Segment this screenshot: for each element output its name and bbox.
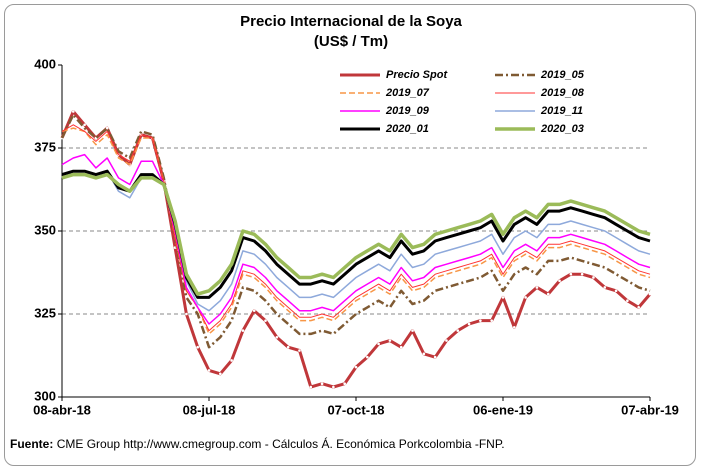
x-tick-label: 08-jul-18	[183, 402, 236, 417]
point	[366, 355, 369, 359]
x-tick-label: 07-abr-19	[621, 402, 679, 417]
x-tick-label: 07-oct-18	[327, 402, 384, 417]
point	[546, 292, 550, 296]
point	[207, 369, 211, 372]
point	[648, 292, 652, 296]
series-line	[61, 124, 651, 332]
point	[72, 110, 75, 113]
point	[614, 289, 618, 293]
x-tick-label: 06-ene-19	[473, 402, 533, 417]
point	[377, 342, 380, 346]
legend-label: 2019_05	[540, 69, 585, 81]
point	[185, 312, 188, 316]
series-line	[61, 172, 651, 296]
point	[445, 339, 448, 342]
point	[309, 385, 313, 389]
point	[456, 329, 460, 332]
point	[467, 322, 471, 326]
chart-frame	[4, 4, 696, 466]
series-line	[61, 153, 651, 325]
point	[388, 339, 392, 342]
point	[196, 345, 199, 349]
point	[230, 359, 233, 362]
point	[592, 276, 595, 279]
point	[83, 123, 86, 127]
point	[332, 385, 335, 389]
series-line	[60, 110, 652, 389]
point	[399, 345, 403, 349]
legend-label: 2019_08	[540, 87, 585, 99]
y-tick-label: 375	[34, 139, 56, 154]
legend-label: 2019_09	[385, 105, 430, 117]
point	[354, 365, 358, 369]
point	[433, 355, 437, 359]
point	[411, 329, 414, 332]
point	[343, 382, 346, 386]
point	[241, 329, 245, 332]
source-text: CME Group http://www.cmegroup.com - Cálc…	[56, 437, 505, 451]
source-label: Fuente:	[10, 437, 54, 451]
point	[422, 352, 426, 356]
point	[501, 296, 505, 299]
point	[320, 382, 324, 386]
point	[524, 296, 527, 299]
chart-title: Precio Internacional de la Soya	[240, 13, 462, 30]
point	[513, 325, 516, 329]
point	[535, 286, 539, 289]
point	[490, 319, 493, 322]
y-tick-label: 325	[34, 305, 56, 320]
point	[298, 349, 301, 352]
point	[637, 306, 640, 309]
point	[252, 309, 256, 312]
point	[219, 372, 222, 376]
point	[105, 126, 109, 130]
legend-label: 2020_01	[385, 123, 429, 135]
y-tick-label: 300	[34, 388, 56, 403]
point	[580, 272, 584, 276]
point	[558, 279, 561, 283]
legend-label: 2020_03	[540, 123, 584, 135]
legend-label: 2019_07	[385, 87, 430, 99]
point	[603, 286, 607, 289]
x-tick-label: 08-abr-18	[33, 402, 91, 417]
point	[479, 319, 482, 322]
point	[264, 319, 267, 322]
chart-subtitle: (US$ / Tm)	[314, 33, 388, 50]
y-tick-label: 400	[34, 56, 56, 71]
legend-label: 2019_11	[540, 105, 583, 117]
point	[569, 272, 573, 276]
point	[275, 335, 279, 339]
series-line	[61, 170, 651, 312]
point	[626, 299, 629, 303]
point	[286, 345, 290, 349]
y-tick-label: 350	[34, 222, 56, 237]
series-line	[60, 113, 651, 349]
source-note: Fuente: CME Group http://www.cmegroup.co…	[10, 437, 570, 451]
legend-label: Precio Spot	[386, 69, 448, 81]
